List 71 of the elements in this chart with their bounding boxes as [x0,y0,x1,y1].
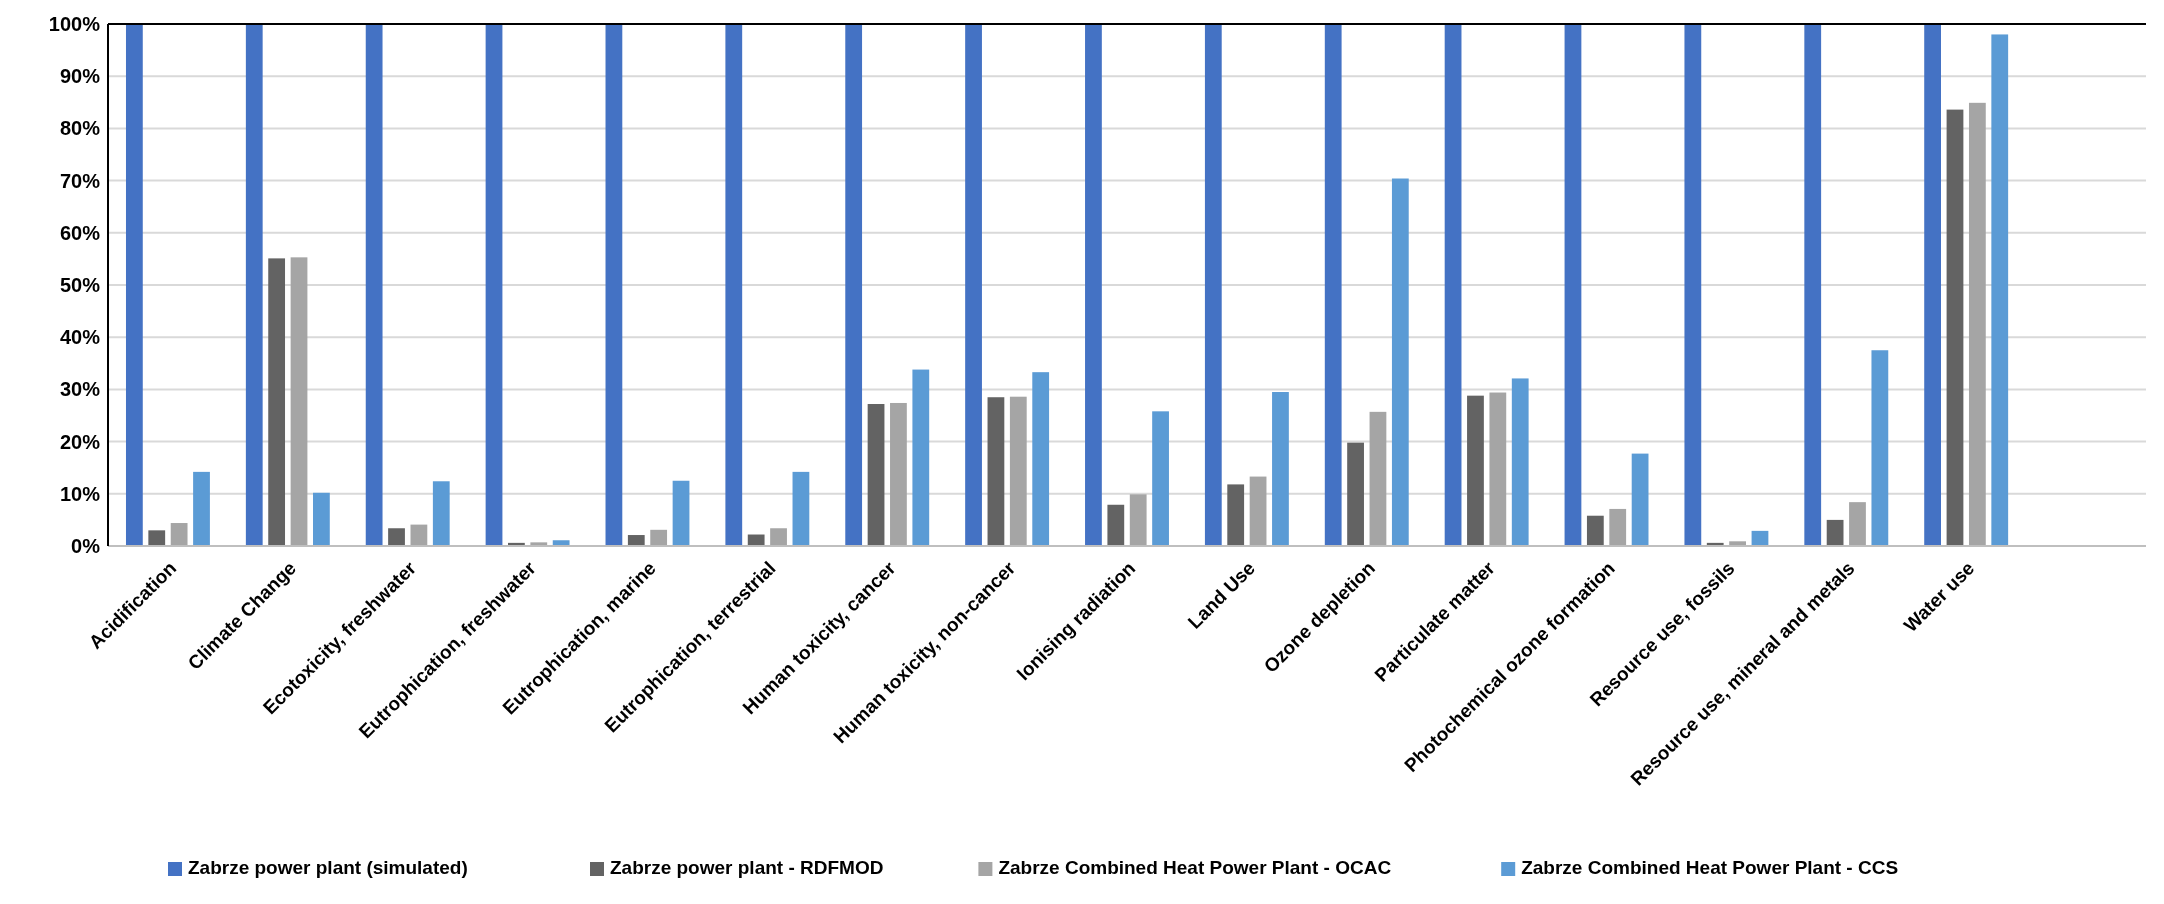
bar [1152,411,1169,546]
bar [912,369,930,546]
bar [965,24,982,546]
bar [1849,502,1866,546]
bar [1467,395,1484,546]
legend-label: Zabrze power plant (simulated) [188,857,468,878]
bar [1204,24,1222,546]
bar [605,24,623,546]
y-tick-label: 100% [48,13,101,35]
bar [1684,24,1702,546]
bar [1489,392,1507,546]
bar [890,402,907,546]
bar [1347,442,1364,546]
y-tick-label: 10% [59,482,101,505]
bar [1391,178,1409,546]
bar [845,24,863,546]
bar [245,24,263,546]
bar [1272,392,1289,546]
bar [1586,515,1604,546]
bar [1249,476,1267,546]
bar [313,492,330,546]
bar [1609,508,1627,546]
bar [485,24,503,546]
y-tick-label: 20% [59,430,101,453]
bar [1129,494,1147,546]
bar [1968,102,1986,546]
bar [672,480,690,546]
bar [1511,378,1529,546]
bar [125,24,143,546]
bar [1107,504,1125,546]
bar [1804,24,1822,546]
bar [193,471,210,546]
bar [1871,350,1889,546]
y-tick-label: 30% [59,378,101,401]
legend-label: Zabrze Combined Heat Power Plant - CCS [1521,857,1899,878]
bar [1227,484,1245,546]
bar [290,257,308,546]
bar [268,258,286,546]
bar [725,24,743,546]
bar [627,535,645,546]
bar [1564,24,1582,546]
bar [170,523,188,546]
y-tick-label: 50% [59,274,101,296]
bar [1009,396,1027,546]
y-tick-label: 60% [59,221,101,244]
bar [770,528,787,546]
y-tick-label: 80% [59,117,101,140]
bar [1085,24,1102,546]
bar [1991,34,2009,546]
bar [1826,519,1844,546]
bar [1032,372,1050,546]
bar [867,404,885,546]
bar [1369,411,1387,546]
bar [792,471,810,546]
bar [1444,24,1462,546]
bar [1631,453,1649,546]
bar [148,530,166,546]
bar [388,528,405,546]
bar [1924,24,1941,546]
bar [987,397,1005,546]
y-tick-label: 40% [59,326,101,349]
bar [1946,109,1964,546]
legend-label: Zabrze power plant - RDFMOD [610,857,884,878]
y-tick-label: 90% [59,65,101,88]
bar [1324,24,1342,546]
y-tick-label: 0% [71,535,101,557]
bar [432,481,450,546]
y-tick-label: 70% [59,169,101,192]
legend-label: Zabrze Combined Heat Power Plant - OCAC [998,857,1392,878]
bar [365,24,383,546]
bar [650,529,668,546]
